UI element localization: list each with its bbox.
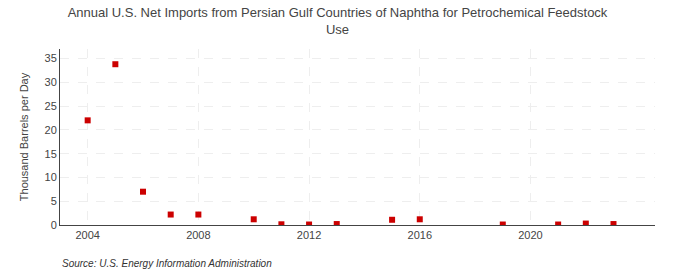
svg-text:25: 25 (45, 100, 57, 112)
svg-text:Source: U.S. Energy Informatio: Source: U.S. Energy Information Administ… (62, 258, 272, 269)
svg-text:Annual U.S. Net Imports from P: Annual U.S. Net Imports from Persian Gul… (68, 5, 608, 37)
svg-text:30: 30 (45, 76, 57, 88)
svg-text:10: 10 (45, 171, 57, 183)
svg-text:2004: 2004 (75, 229, 99, 241)
svg-text:2020: 2020 (518, 229, 542, 241)
svg-text:2012: 2012 (297, 229, 321, 241)
svg-text:0: 0 (51, 219, 57, 231)
svg-text:20: 20 (45, 124, 57, 136)
svg-text:35: 35 (45, 52, 57, 64)
svg-text:2008: 2008 (186, 229, 210, 241)
svg-text:Thousand Barrels per Day: Thousand Barrels per Day (18, 72, 30, 201)
svg-text:15: 15 (45, 148, 57, 160)
svg-text:2016: 2016 (408, 229, 432, 241)
svg-text:5: 5 (51, 195, 57, 207)
